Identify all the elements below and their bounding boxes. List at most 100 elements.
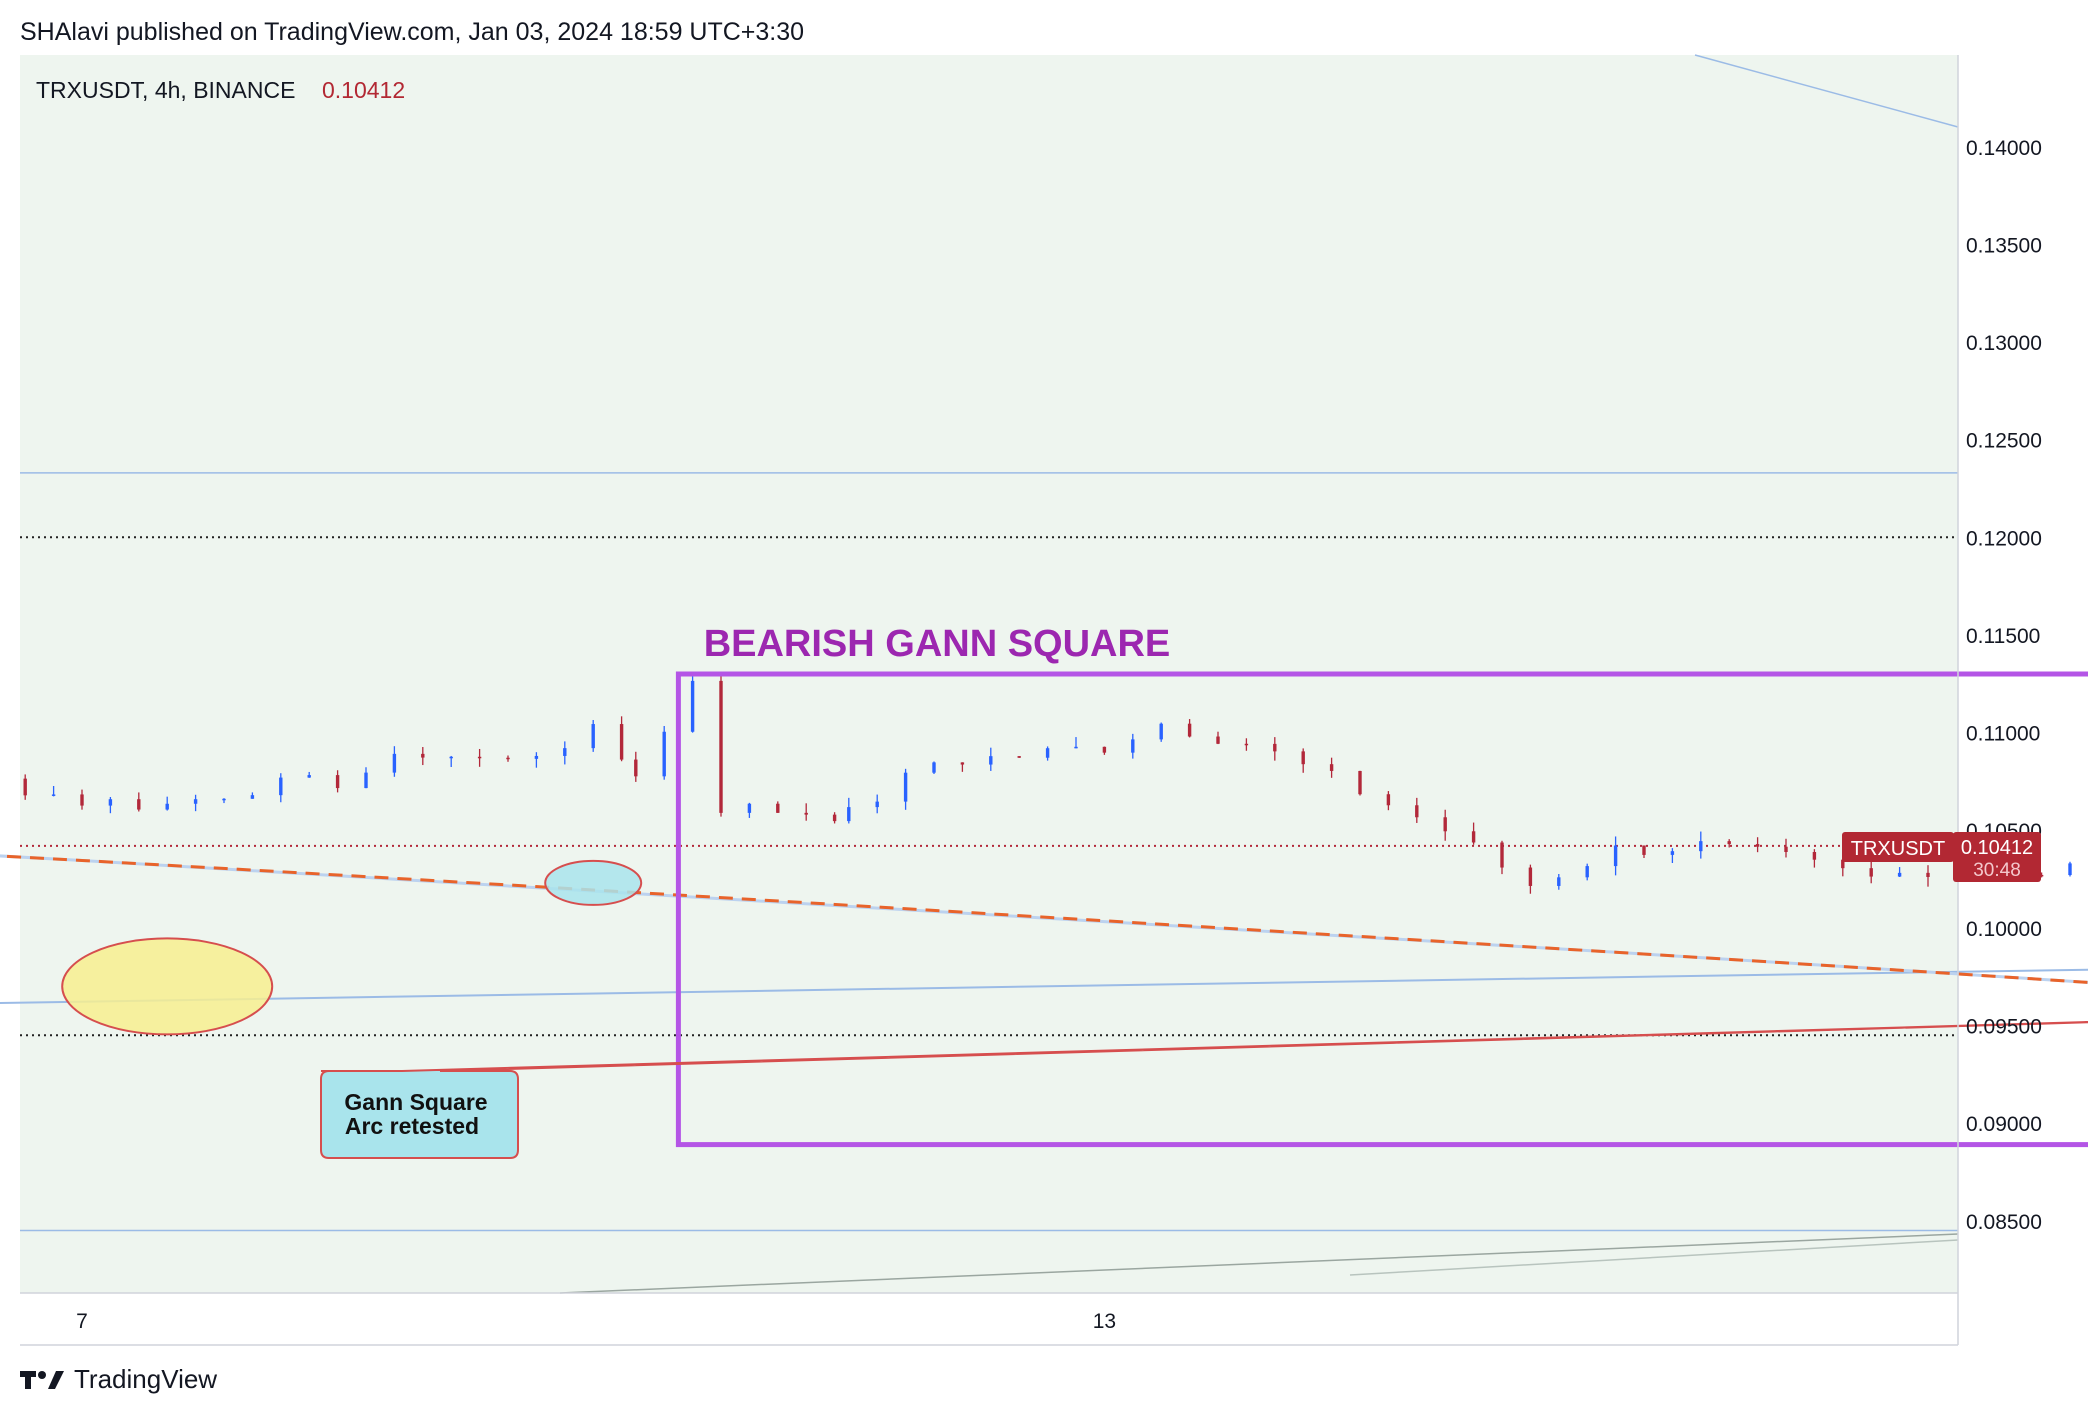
candle-body [1102, 746, 1107, 753]
price-tick-label: 0.13000 [1966, 332, 2042, 355]
candle-body [449, 756, 453, 759]
candle-body [222, 798, 226, 801]
price-tag-price-box [1953, 832, 2041, 882]
candle-body [506, 757, 510, 760]
candle-body [903, 772, 908, 802]
gann-square-box[interactable]: BEARISH GANN SQUARE [675, 623, 2088, 1148]
candle-body [1216, 736, 1220, 744]
price-tag: TRXUSDT 0.10412 30:48 [1842, 832, 2041, 882]
callout-bubble[interactable] [320, 1006, 2088, 1159]
callout-text-line2: Arc retested [345, 1113, 479, 1139]
candle-body [1755, 844, 1760, 847]
candle-body [1926, 872, 1930, 877]
highlight-ellipse [544, 859, 643, 906]
candle-body [591, 724, 595, 749]
candle-body [563, 748, 567, 756]
candle-body [108, 799, 113, 806]
candle-body [932, 762, 936, 773]
candle-body [165, 803, 169, 810]
candle-body [1301, 751, 1305, 765]
candle-body [776, 803, 780, 813]
candle-body [80, 794, 84, 806]
price-tick-label: 0.12000 [1966, 527, 2042, 550]
candle-body [875, 801, 879, 808]
candle-body [23, 778, 27, 796]
candle-body [1784, 846, 1788, 853]
candle-body [1074, 746, 1078, 749]
candle-body [193, 799, 198, 804]
candle-body [279, 777, 283, 796]
candle-body [137, 799, 141, 810]
candle-body [392, 753, 397, 773]
gann-square-title: BEARISH GANN SQUARE [704, 623, 1171, 665]
candle-body [477, 756, 482, 759]
candle-body [364, 772, 368, 789]
candle-body [1500, 842, 1504, 868]
gann-trendline [0, 968, 2088, 1005]
candle-body [1471, 831, 1476, 843]
price-tick-label: 0.09500 [1966, 1015, 2042, 1038]
candle-body [719, 680, 723, 813]
time-axis[interactable]: 71320Dec111825202481522 [20, 1292, 2088, 1346]
candle-body [1159, 723, 1163, 740]
candle-body [1727, 841, 1731, 845]
candle-body [989, 756, 993, 765]
candle-body [1131, 739, 1135, 753]
price-tag-symbol-box [1842, 832, 1954, 862]
price-tag-price: 0.10412 [1961, 837, 2033, 859]
price-tag-countdown: 30:48 [1973, 860, 2021, 881]
candle-body [619, 724, 624, 760]
gann-fan-line [559, 1233, 1959, 1294]
footer-brand: TradingView [74, 1363, 218, 1394]
candle-body [2039, 874, 2044, 877]
price-axis[interactable]: 0.14000 0.13500 0.13000 0.12500 0.12000 0.115… [1957, 55, 2042, 1345]
candle-body [1273, 743, 1277, 752]
candle-body [1045, 748, 1050, 758]
candle-body [1187, 723, 1192, 737]
candle-body [335, 775, 340, 789]
price-tick-label: 0.09000 [1966, 1113, 2042, 1136]
price-tag-symbol: TRXUSDT [1851, 838, 1945, 860]
tradingview-logo-icon[interactable] [20, 1367, 64, 1391]
candle-body [1841, 859, 1845, 869]
legend-last-price: 0.10412 [322, 77, 405, 103]
highlight-ellipse [61, 937, 274, 1036]
candle-body [307, 775, 311, 778]
highlight-ellipses [61, 859, 643, 1036]
callout-text-line1: Gann Square [344, 1089, 487, 1115]
candle-body [1017, 756, 1021, 758]
candles [23, 674, 2072, 894]
candle-body [1244, 743, 1249, 746]
candle-body [1812, 852, 1817, 860]
gann-fan-line [1694, 54, 1959, 128]
candle-body [662, 731, 666, 777]
candle-body [1897, 872, 1902, 877]
gann-square-rect[interactable] [675, 671, 2088, 1148]
candle-body [51, 794, 56, 796]
candle-body [690, 680, 695, 732]
candle-body [1358, 770, 1362, 795]
candle-body [1557, 877, 1561, 886]
legend-symbol: TRXUSDT, 4h, BINANCE [36, 77, 295, 103]
price-tick-label: 0.11000 [1966, 723, 2040, 746]
time-tick-label: 7 [76, 1310, 88, 1333]
price-tick-label: 0.11500 [1966, 625, 2040, 648]
price-tick-label: 0.10000 [1966, 918, 2042, 941]
publisher-header: SHAlavi published on TradingView.com, Ja… [20, 18, 805, 46]
candle-body [1699, 841, 1703, 852]
footer: TradingView [20, 1362, 217, 1396]
candle-body [1443, 817, 1447, 832]
candle-body [2068, 863, 2072, 876]
candle-body [804, 812, 808, 815]
candle-body [634, 759, 638, 777]
candle-body [1613, 845, 1618, 867]
candle-body [960, 762, 965, 765]
gann-arc [0, 854, 2088, 984]
candle-body [534, 755, 539, 759]
candle-body [832, 814, 837, 822]
candle-body [847, 807, 851, 822]
candle-body [250, 795, 255, 799]
candle-body [1329, 764, 1334, 771]
trendlines [0, 54, 2088, 1294]
